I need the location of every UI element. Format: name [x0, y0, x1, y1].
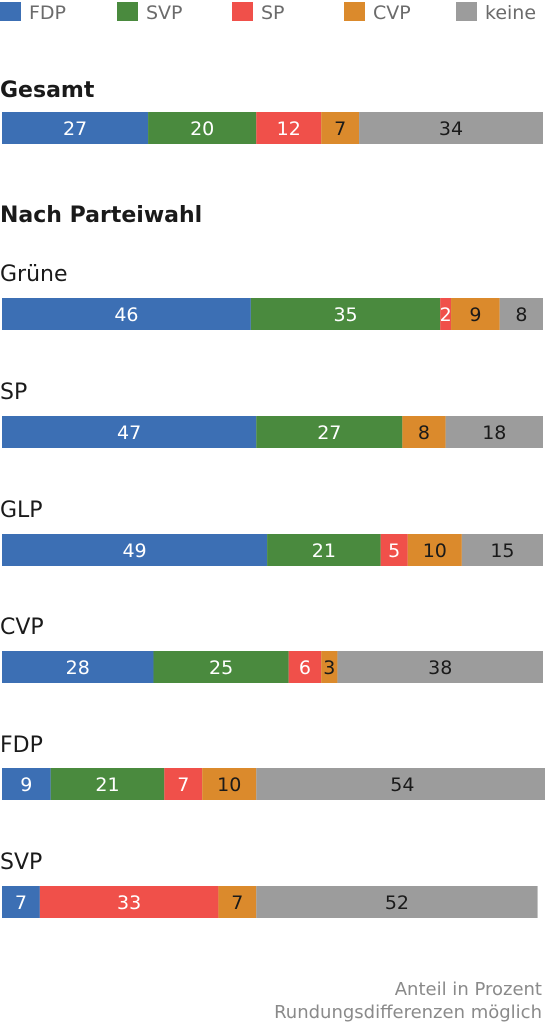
bar-value-label: 12 — [277, 118, 301, 140]
section-heading-party: Nach Parteiwahl — [0, 203, 202, 228]
bar-segment — [288, 651, 322, 683]
bar-segment — [2, 651, 154, 683]
bar-segment — [451, 298, 500, 330]
group-label: SVP — [0, 850, 42, 875]
bar-segment — [2, 534, 268, 566]
legend-swatch — [344, 2, 365, 21]
bar-value-label: 7 — [231, 892, 243, 914]
bar-segment — [202, 768, 257, 800]
group-label: CVP — [0, 615, 44, 640]
bar-segment — [380, 534, 408, 566]
bar-value-label: 15 — [490, 540, 514, 562]
bar-value-label: 7 — [334, 118, 346, 140]
bar-value-label: 34 — [439, 118, 463, 140]
bar-segment — [218, 886, 257, 918]
bar-segment — [148, 112, 257, 144]
bar-value-label: 21 — [312, 540, 336, 562]
bar-segment — [164, 768, 203, 800]
legend-label: CVP — [373, 2, 411, 24]
bar-value-label: 9 — [20, 774, 32, 796]
bar-value-label: 18 — [482, 422, 506, 444]
group-label: Grüne — [0, 262, 68, 287]
legend-label: FDP — [29, 2, 66, 24]
note-unit: Anteil in Prozent — [395, 979, 542, 1000]
bar-value-label: 8 — [515, 304, 527, 326]
bar-value-label: 6 — [299, 657, 311, 679]
bar-segment — [2, 416, 257, 448]
bar-value-label: 5 — [388, 540, 400, 562]
bar-value-label: 9 — [469, 304, 481, 326]
bar-segment — [256, 112, 322, 144]
bar-value-label: 2 — [440, 304, 452, 326]
bar-value-label: 33 — [117, 892, 141, 914]
bar-value-label: 25 — [209, 657, 233, 679]
bar-segment — [440, 298, 452, 330]
bar-segment — [2, 298, 251, 330]
bar-value-label: 27 — [317, 422, 341, 444]
legend-label: SP — [261, 2, 285, 24]
bar-value-label: 27 — [63, 118, 87, 140]
bar-segment — [250, 298, 441, 330]
bar-segment — [39, 886, 219, 918]
bar-value-label: 49 — [122, 540, 146, 562]
legend: FDP SVP SP CVP keine — [0, 2, 536, 24]
bar-segment — [50, 768, 165, 800]
bar-value-label: 10 — [423, 540, 447, 562]
legend-swatch — [117, 2, 138, 21]
bar-value-label: 28 — [66, 657, 90, 679]
group-label: FDP — [0, 733, 43, 758]
bar-value-label: 46 — [114, 304, 138, 326]
bar-value-label: 47 — [117, 422, 141, 444]
bar-segment — [402, 416, 446, 448]
bar-segment — [256, 886, 538, 918]
bar-segment — [321, 112, 360, 144]
bar-value-label: 21 — [95, 774, 119, 796]
bar-value-label: 10 — [217, 774, 241, 796]
note-rounding: Rundungsdifferenzen möglich — [274, 1002, 542, 1023]
legend-swatch — [232, 2, 253, 21]
bar-segment — [2, 112, 149, 144]
bar-value-label: 7 — [177, 774, 189, 796]
legend-swatch — [0, 2, 21, 21]
group-label: GLP — [0, 498, 43, 523]
legend-swatch — [456, 2, 477, 21]
bar-value-label: 54 — [390, 774, 414, 796]
bar-value-label: 35 — [333, 304, 357, 326]
bar-segment — [256, 416, 403, 448]
bar-value-label: 7 — [15, 892, 27, 914]
bar-segment — [407, 534, 462, 566]
bar-value-label: 38 — [428, 657, 452, 679]
bar-value-label: 3 — [323, 657, 335, 679]
group-label: SP — [0, 380, 27, 405]
legend-label: SVP — [146, 2, 183, 24]
legend-label: keine — [485, 2, 536, 24]
bar-segment — [2, 886, 40, 918]
bar-segment — [267, 534, 381, 566]
section-heading-total: Gesamt — [0, 78, 95, 103]
bar-value-label: 8 — [418, 422, 430, 444]
bar-segment — [337, 651, 543, 683]
bar-segment — [256, 768, 545, 800]
bar-segment — [359, 112, 543, 144]
bar-segment — [321, 651, 338, 683]
bar-segment — [499, 298, 543, 330]
bar-segment — [2, 768, 51, 800]
bar-segment — [461, 534, 543, 566]
bar-value-label: 20 — [190, 118, 214, 140]
bar-segment — [445, 416, 543, 448]
bar-value-label: 52 — [385, 892, 409, 914]
bar-segment — [153, 651, 289, 683]
